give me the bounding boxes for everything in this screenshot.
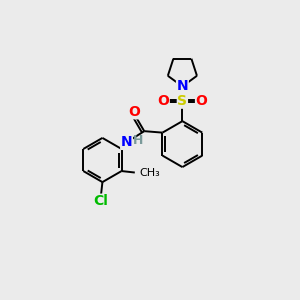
Text: Cl: Cl bbox=[94, 194, 108, 208]
Text: N: N bbox=[177, 80, 188, 93]
Text: O: O bbox=[129, 105, 140, 119]
Text: CH₃: CH₃ bbox=[139, 167, 160, 178]
Text: S: S bbox=[177, 94, 188, 108]
Text: O: O bbox=[196, 94, 208, 108]
Text: H: H bbox=[133, 134, 143, 147]
Text: O: O bbox=[157, 94, 169, 108]
Text: N: N bbox=[121, 135, 132, 149]
